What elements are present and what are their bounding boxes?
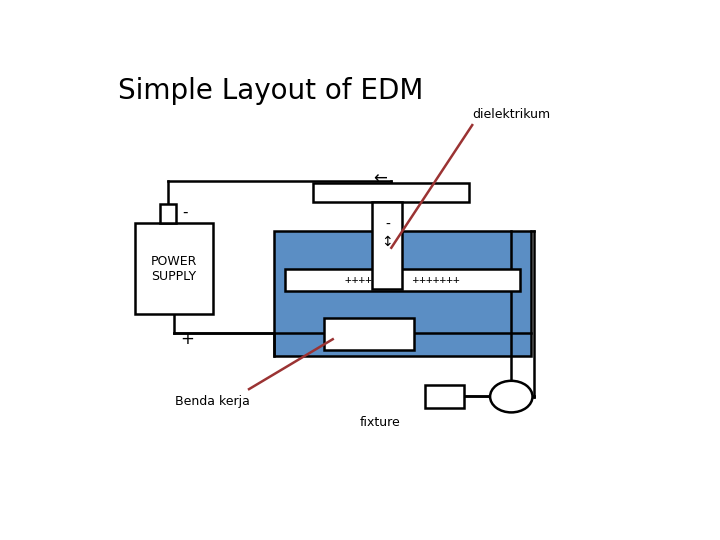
Bar bbox=[285, 268, 520, 292]
Bar bbox=[425, 385, 464, 408]
Bar bbox=[160, 204, 176, 223]
Bar bbox=[372, 202, 402, 289]
Text: ++++++++  +++++++: ++++++++ +++++++ bbox=[345, 275, 460, 285]
Text: ↕: ↕ bbox=[382, 234, 393, 248]
Circle shape bbox=[490, 381, 533, 413]
Text: POWER
SUPPLY: POWER SUPPLY bbox=[150, 254, 197, 282]
Text: dielektrikum: dielektrikum bbox=[472, 108, 550, 121]
Bar bbox=[135, 223, 213, 314]
Text: Simple Layout of EDM: Simple Layout of EDM bbox=[118, 77, 423, 105]
Bar bbox=[313, 183, 469, 202]
Text: +: + bbox=[181, 330, 194, 348]
Text: fixture: fixture bbox=[360, 416, 400, 429]
Text: Benda kerja: Benda kerja bbox=[176, 395, 250, 408]
Text: ←: ← bbox=[373, 170, 387, 188]
Text: -: - bbox=[182, 205, 188, 220]
Text: -: - bbox=[385, 218, 390, 232]
Bar bbox=[274, 231, 531, 356]
Bar bbox=[324, 319, 413, 349]
